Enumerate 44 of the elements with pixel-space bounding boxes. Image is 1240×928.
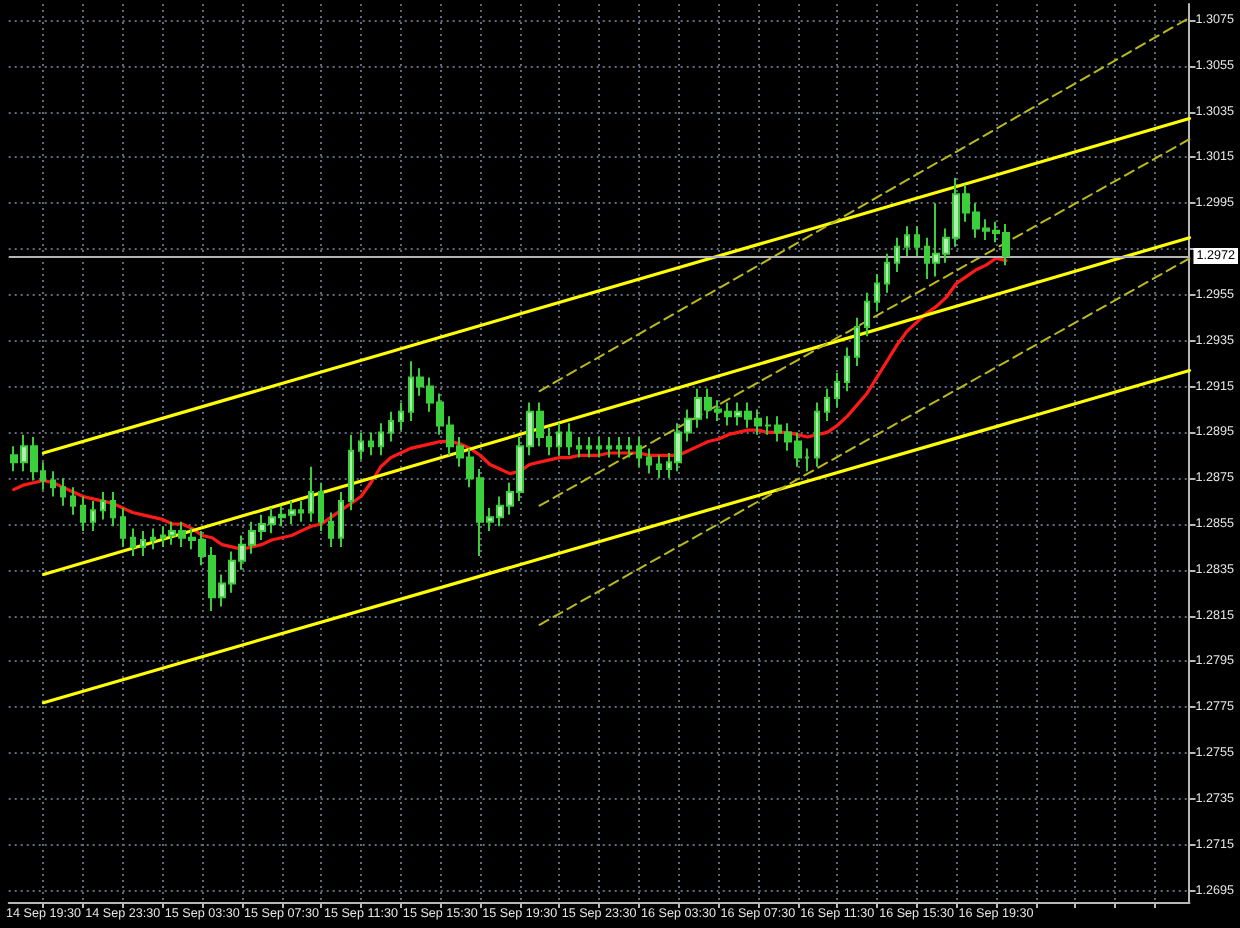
candlestick [60, 477, 66, 507]
candlestick [388, 410, 394, 443]
candlestick [308, 465, 314, 523]
candlestick [556, 422, 562, 457]
candlestick [914, 225, 920, 257]
line-series [12, 256, 1008, 551]
candlestick [50, 470, 56, 498]
candlestick [70, 486, 76, 516]
candlestick [130, 527, 136, 558]
candlestick [824, 387, 830, 422]
candlestick [80, 495, 86, 532]
candlestick [844, 346, 850, 393]
candlestick [348, 433, 354, 512]
candlestick [328, 511, 334, 548]
candlestick [586, 435, 592, 459]
candlestick [606, 435, 612, 459]
candlestick [338, 490, 344, 548]
candlestick [358, 431, 364, 461]
candlestick [616, 435, 622, 459]
candlestick [576, 435, 582, 459]
candlestick [378, 422, 384, 457]
candlestick [100, 490, 106, 521]
candlestick [646, 447, 652, 475]
candlestick [894, 236, 900, 274]
candlestick [566, 422, 572, 457]
candlestick [596, 435, 602, 459]
candlestick [874, 273, 880, 312]
candlestick [398, 401, 404, 432]
candlestick [318, 481, 324, 532]
candlestick [636, 435, 642, 468]
candlestick [904, 225, 910, 257]
candlestick [120, 506, 126, 548]
candlestick [656, 454, 662, 480]
candlestick [110, 490, 116, 528]
candlestick [140, 529, 146, 558]
candlestick [864, 291, 870, 338]
candlestick [150, 527, 156, 551]
candlestick [884, 252, 890, 294]
candlestick [90, 500, 96, 532]
candlestick [368, 431, 374, 457]
candlestick [854, 316, 860, 367]
candlestick [626, 435, 632, 459]
candlestick [814, 401, 820, 468]
candlestick [834, 371, 840, 409]
